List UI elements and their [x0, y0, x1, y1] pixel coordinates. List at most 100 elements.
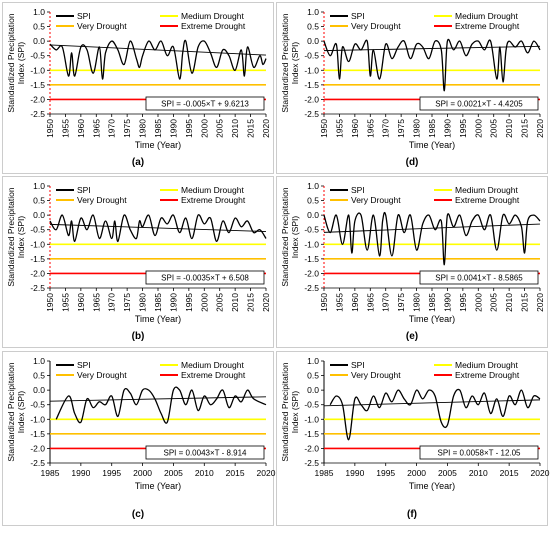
- x-tick-label: 1995: [376, 468, 395, 478]
- panel-label: (e): [406, 331, 418, 342]
- y-tick-label: 0.0: [33, 385, 45, 395]
- y-axis-label-line1: Standardized Precipitation: [6, 362, 16, 462]
- legend-spi-label: SPI: [77, 11, 91, 21]
- legend: SPI Medium Drought Very Drought Extreme Dro…: [54, 11, 260, 32]
- y-tick-label: -2.0: [30, 443, 45, 453]
- legend-medium-label: Medium Drought: [181, 360, 244, 370]
- x-tick-label: 2020: [261, 293, 271, 312]
- y-tick-label: -2.0: [304, 268, 319, 278]
- x-tick-label: 2020: [535, 119, 545, 138]
- x-tick-label: 1975: [122, 119, 132, 138]
- spi-series-line: [49, 39, 267, 80]
- y-tick-label: -2.0: [304, 94, 319, 104]
- x-tick-label: 1990: [168, 293, 178, 312]
- y-tick-label: -1.0: [304, 65, 319, 75]
- x-tick-label: 1960: [76, 293, 86, 312]
- x-tick-label: 1985: [153, 119, 163, 138]
- x-tick-label: 1995: [458, 293, 468, 312]
- x-tick-label: 1965: [365, 119, 375, 138]
- x-tick-label: 1995: [184, 293, 194, 312]
- x-tick-label: 1955: [334, 293, 344, 312]
- panel-label: (f): [407, 509, 417, 520]
- legend-extreme-label: Extreme Drought: [181, 195, 246, 205]
- x-tick-label: 1980: [138, 293, 148, 312]
- y-tick-label: 1.0: [307, 7, 319, 17]
- y-tick-label: 0.0: [307, 210, 319, 220]
- x-tick-label: 1965: [91, 293, 101, 312]
- legend-extreme-label: Extreme Drought: [455, 195, 520, 205]
- y-tick-label: 0.5: [307, 371, 319, 381]
- x-tick-label: 2010: [230, 293, 240, 312]
- y-tick-label: 1.0: [307, 356, 319, 366]
- legend-spi-label: SPI: [77, 185, 91, 195]
- y-tick-label: 0.5: [33, 371, 45, 381]
- panel-label: (a): [132, 157, 144, 168]
- y-tick-label: -0.5: [304, 51, 319, 61]
- legend-spi-label: SPI: [351, 11, 365, 21]
- x-tick-label: 1950: [45, 119, 55, 138]
- y-axis-label-line1: Standardized Precipitation: [280, 362, 290, 462]
- y-axis-label-line1: Standardized Precipitation: [6, 13, 16, 113]
- y-tick-label: -2.5: [304, 109, 319, 119]
- y-tick-label: -0.5: [30, 51, 45, 61]
- x-tick-label: 1980: [412, 119, 422, 138]
- x-tick-label: 1995: [184, 119, 194, 138]
- x-tick-label: 1975: [396, 119, 406, 138]
- x-tick-label: 1955: [60, 293, 70, 312]
- x-tick-label: 1985: [427, 119, 437, 138]
- x-tick-label: 1985: [427, 293, 437, 312]
- legend-extreme-label: Extreme Drought: [181, 370, 246, 380]
- trend-line: [49, 396, 267, 402]
- y-tick-label: -0.5: [30, 400, 45, 410]
- equation-box: [145, 96, 265, 111]
- legend-medium-label: Medium Drought: [181, 185, 244, 195]
- x-tick-label: 1990: [442, 293, 452, 312]
- y-tick-label: -2.5: [304, 458, 319, 468]
- trend-equation: SPI = -0.0035×T + 6.508: [161, 274, 249, 283]
- x-tick-label: 1950: [319, 119, 329, 138]
- legend-background: [328, 361, 534, 381]
- y-tick-label: -1.0: [30, 65, 45, 75]
- x-tick-label: 1995: [458, 119, 468, 138]
- x-tick-label: 1990: [345, 468, 364, 478]
- x-tick-label: 2020: [261, 119, 271, 138]
- x-tick-label: 2015: [246, 293, 256, 312]
- y-tick-label: -2.5: [304, 283, 319, 293]
- y-axis-label-line2: Index (SPI): [290, 391, 300, 434]
- x-tick-label: 1975: [122, 293, 132, 312]
- legend: SPI Medium Drought Very Drought Extreme Dro…: [54, 185, 260, 206]
- x-tick-label: 2005: [215, 293, 225, 312]
- x-tick-label: 1960: [76, 119, 86, 138]
- x-tick-label: 1970: [107, 119, 117, 138]
- x-tick-label: 1955: [60, 119, 70, 138]
- legend-very-label: Very Drought: [77, 21, 127, 31]
- equation-box: [145, 445, 265, 460]
- x-tick-label: 2010: [230, 119, 240, 138]
- x-tick-label: 1985: [41, 468, 60, 478]
- y-axis-label-line2: Index (SPI): [16, 216, 26, 259]
- legend-medium-label: Medium Drought: [455, 360, 518, 370]
- legend-medium-label: Medium Drought: [455, 185, 518, 195]
- x-axis-label: Time (Year): [409, 314, 455, 324]
- x-tick-label: 2000: [407, 468, 426, 478]
- x-tick-label: 1985: [153, 293, 163, 312]
- x-tick-label: 1980: [412, 293, 422, 312]
- x-tick-label: 1950: [319, 293, 329, 312]
- x-tick-label: 2015: [226, 468, 245, 478]
- y-tick-label: -1.0: [30, 414, 45, 424]
- y-tick-label: -1.5: [304, 254, 319, 264]
- x-tick-label: 1950: [45, 293, 55, 312]
- legend: SPI Medium Drought Very Drought Extreme Dro…: [54, 360, 260, 381]
- x-tick-label: 1970: [381, 293, 391, 312]
- x-tick-label: 2015: [520, 293, 530, 312]
- x-tick-label: 2000: [133, 468, 152, 478]
- legend-background: [54, 12, 260, 32]
- x-axis-label: Time (Year): [135, 481, 181, 491]
- y-axis-label-line2: Index (SPI): [16, 42, 26, 85]
- x-tick-label: 1955: [334, 119, 344, 138]
- y-axis-label-line2: Index (SPI): [16, 391, 26, 434]
